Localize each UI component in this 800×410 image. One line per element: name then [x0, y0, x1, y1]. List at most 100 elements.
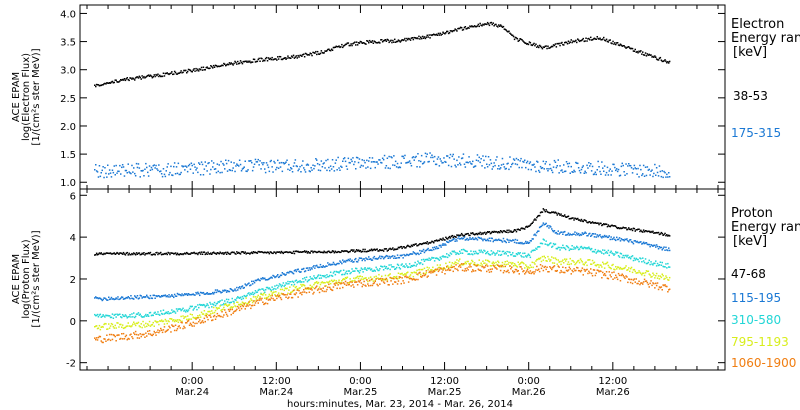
proton-data-point	[553, 262, 556, 264]
proton-data-point	[116, 334, 118, 337]
proton-data-point	[200, 304, 203, 306]
electron-data-point	[324, 167, 326, 169]
proton-data-point	[468, 238, 470, 241]
proton-data-point	[407, 271, 409, 273]
proton-data-point	[508, 229, 510, 231]
electron-data-point	[241, 62, 244, 65]
proton-data-point	[420, 262, 422, 264]
proton-data-point	[286, 294, 288, 296]
proton-data-point	[578, 219, 581, 221]
proton-data-point	[543, 209, 545, 211]
proton-data-point	[290, 270, 292, 273]
proton-data-point	[629, 267, 632, 270]
proton-data-point	[331, 280, 334, 283]
electron-data-point	[285, 161, 287, 163]
proton-data-point	[342, 259, 344, 261]
proton-data-point	[379, 283, 381, 285]
electron-data-point	[199, 174, 202, 176]
proton-data-point	[539, 242, 542, 245]
electron-data-point	[552, 166, 555, 168]
proton-data-point	[404, 273, 406, 275]
electron-data-point	[559, 44, 561, 47]
proton-data-point	[417, 252, 419, 255]
proton-data-point	[135, 297, 138, 299]
proton-data-point	[475, 238, 478, 240]
proton-data-point	[553, 265, 556, 267]
proton-data-point	[134, 296, 137, 298]
proton-data-point	[326, 281, 328, 283]
proton-data-point	[572, 248, 574, 250]
electron-data-point	[340, 46, 342, 48]
electron-data-point	[269, 160, 272, 163]
proton-data-point	[350, 260, 352, 263]
proton-data-point	[367, 283, 369, 285]
electron-data-point	[436, 34, 439, 36]
proton-data-point	[215, 307, 218, 309]
proton-data-point	[614, 277, 616, 279]
proton-data-point	[566, 263, 569, 265]
proton-data-point	[457, 262, 459, 265]
proton-data-point	[390, 248, 392, 251]
proton-data-point	[454, 240, 456, 242]
electron-data-point	[362, 165, 364, 167]
proton-data-point	[433, 269, 436, 271]
electron-data-point	[303, 169, 306, 171]
proton-data-point	[562, 215, 564, 217]
proton-data-point	[565, 234, 568, 236]
proton-data-point	[110, 322, 113, 325]
proton-data-point	[210, 252, 212, 254]
proton-data-point	[331, 275, 334, 277]
proton-data-point	[160, 251, 162, 254]
electron-data-point	[357, 42, 360, 44]
proton-data-point	[568, 249, 571, 252]
proton-data-point	[316, 264, 318, 267]
proton-data-point	[213, 311, 216, 314]
proton-data-point	[404, 266, 406, 268]
proton-data-point	[333, 283, 336, 285]
proton-data-point	[301, 293, 303, 296]
electron-data-point	[597, 160, 599, 163]
electron-data-point	[108, 173, 110, 175]
proton-data-point	[428, 249, 430, 252]
electron-data-point	[303, 53, 305, 55]
proton-data-point	[167, 296, 169, 298]
proton-data-point	[470, 250, 472, 252]
proton-data-point	[552, 230, 555, 233]
proton-data-point	[531, 261, 533, 264]
proton-data-point	[492, 251, 494, 253]
proton-data-point	[455, 238, 457, 241]
proton-data-point	[363, 280, 365, 283]
proton-data-point	[443, 256, 445, 258]
proton-data-point	[394, 248, 396, 250]
proton-data-point	[392, 266, 394, 268]
proton-data-point	[508, 261, 510, 264]
proton-data-point	[202, 291, 205, 294]
electron-data-point	[513, 159, 516, 161]
proton-data-point	[316, 285, 318, 287]
electron-data-point	[95, 170, 98, 172]
proton-data-point	[263, 252, 265, 254]
proton-data-point	[240, 307, 243, 310]
electron-data-point	[264, 168, 266, 170]
proton-data-point	[646, 230, 649, 233]
proton-data-point	[329, 288, 332, 290]
proton-data-point	[461, 264, 464, 266]
electron-data-point	[476, 154, 479, 156]
electron-data-point	[220, 65, 222, 67]
proton-data-point	[107, 299, 109, 301]
proton-data-point	[352, 280, 354, 282]
proton-data-point	[364, 277, 366, 280]
proton-data-point	[155, 320, 157, 323]
electron-data-point	[321, 166, 324, 168]
proton-data-point	[577, 217, 579, 220]
electron-data-point	[315, 158, 317, 160]
proton-data-point	[580, 218, 583, 221]
proton-data-point	[558, 261, 560, 263]
proton-data-point	[545, 268, 547, 271]
proton-data-point	[181, 293, 183, 295]
proton-data-point	[482, 233, 484, 235]
proton-data-point	[280, 286, 283, 288]
proton-data-point	[352, 250, 354, 252]
electron-data-point	[449, 30, 452, 32]
proton-data-point	[451, 239, 454, 241]
